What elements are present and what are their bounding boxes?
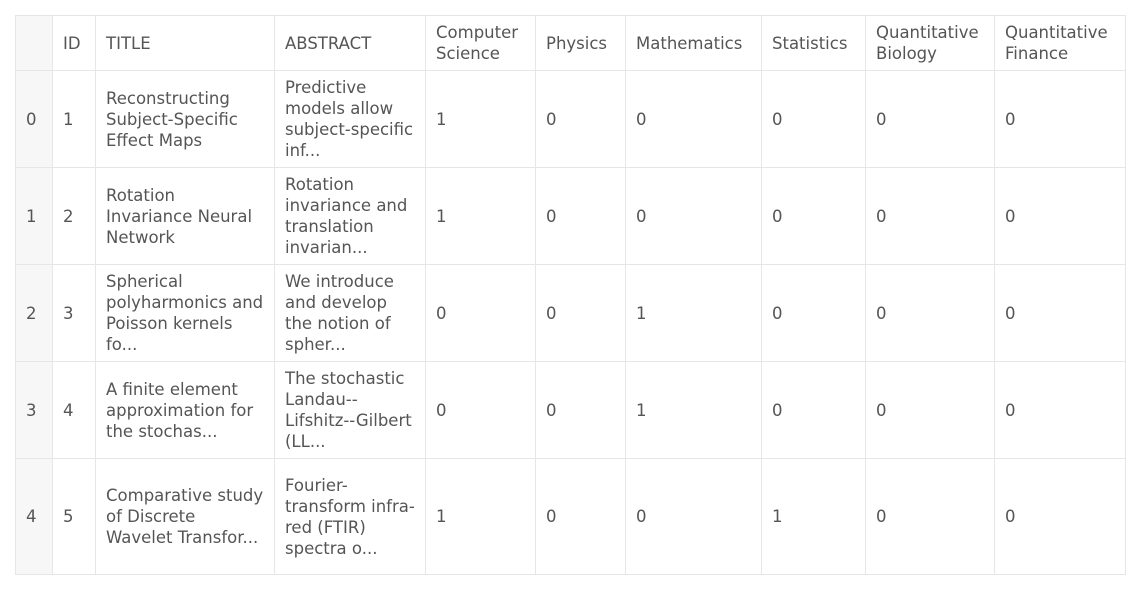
statistics-cell: 0 [761,361,866,459]
row-index-cell: 4 [15,458,53,575]
title-cell: Spherical polyharmonics and Poisson kern… [95,264,275,362]
statistics-cell: 0 [761,264,866,362]
column-header-computer-science: Computer Science [425,15,536,71]
id-cell: 4 [52,361,96,459]
column-header-physics: Physics [535,15,626,71]
computer-science-cell: 1 [425,458,536,575]
title-cell: Rotation Invariance Neural Network [95,167,275,265]
column-header-quantitative-biology: Quantitative Biology [865,15,995,71]
physics-cell: 0 [535,458,626,575]
column-header-id: ID [52,15,96,71]
table-body: 0 1 Reconstructing Subject-Specific Effe… [15,70,1126,575]
id-cell: 3 [52,264,96,362]
quantitative-finance-cell: 0 [994,264,1126,362]
computer-science-cell: 1 [425,70,536,168]
table-row: 4 5 Comparative study of Discrete Wavele… [15,458,1126,575]
mathematics-cell: 1 [625,264,762,362]
index-header [15,15,53,71]
column-header-quantitative-finance: Quantitative Finance [994,15,1126,71]
quantitative-biology-cell: 0 [865,167,995,265]
quantitative-biology-cell: 0 [865,361,995,459]
column-header-statistics: Statistics [761,15,866,71]
statistics-cell: 1 [761,458,866,575]
table-row: 0 1 Reconstructing Subject-Specific Effe… [15,70,1126,168]
id-cell: 5 [52,458,96,575]
mathematics-cell: 0 [625,167,762,265]
abstract-cell: We introduce and develop the notion of s… [274,264,426,362]
physics-cell: 0 [535,167,626,265]
quantitative-finance-cell: 0 [994,361,1126,459]
dataframe-container: ID TITLE ABSTRACT Computer Science Physi… [15,15,1126,575]
table-row: 2 3 Spherical polyharmonics and Poisson … [15,264,1126,362]
abstract-cell: Predictive models allow subject-specific… [274,70,426,168]
quantitative-finance-cell: 0 [994,70,1126,168]
quantitative-biology-cell: 0 [865,458,995,575]
computer-science-cell: 0 [425,264,536,362]
title-cell: Comparative study of Discrete Wavelet Tr… [95,458,275,575]
column-header-mathematics: Mathematics [625,15,762,71]
table-header: ID TITLE ABSTRACT Computer Science Physi… [15,15,1126,71]
statistics-cell: 0 [761,167,866,265]
quantitative-biology-cell: 0 [865,70,995,168]
row-index-cell: 3 [15,361,53,459]
abstract-cell: The stochastic Landau--Lifshitz--Gilbert… [274,361,426,459]
quantitative-biology-cell: 0 [865,264,995,362]
table-row: 1 2 Rotation Invariance Neural Network R… [15,167,1126,265]
title-cell: Reconstructing Subject-Specific Effect M… [95,70,275,168]
id-cell: 2 [52,167,96,265]
physics-cell: 0 [535,361,626,459]
row-index-cell: 2 [15,264,53,362]
mathematics-cell: 0 [625,70,762,168]
physics-cell: 0 [535,70,626,168]
computer-science-cell: 1 [425,167,536,265]
computer-science-cell: 0 [425,361,536,459]
abstract-cell: Fourier-transform infra-red (FTIR) spect… [274,458,426,575]
column-header-title: TITLE [95,15,275,71]
row-index-cell: 0 [15,70,53,168]
id-cell: 1 [52,70,96,168]
statistics-cell: 0 [761,70,866,168]
dataframe-table: ID TITLE ABSTRACT Computer Science Physi… [15,15,1126,575]
quantitative-finance-cell: 0 [994,167,1126,265]
title-cell: A finite element approximation for the s… [95,361,275,459]
physics-cell: 0 [535,264,626,362]
table-row: 3 4 A finite element approximation for t… [15,361,1126,459]
mathematics-cell: 0 [625,458,762,575]
row-index-cell: 1 [15,167,53,265]
header-row: ID TITLE ABSTRACT Computer Science Physi… [15,15,1126,71]
mathematics-cell: 1 [625,361,762,459]
column-header-abstract: ABSTRACT [274,15,426,71]
quantitative-finance-cell: 0 [994,458,1126,575]
abstract-cell: Rotation invariance and translation inva… [274,167,426,265]
